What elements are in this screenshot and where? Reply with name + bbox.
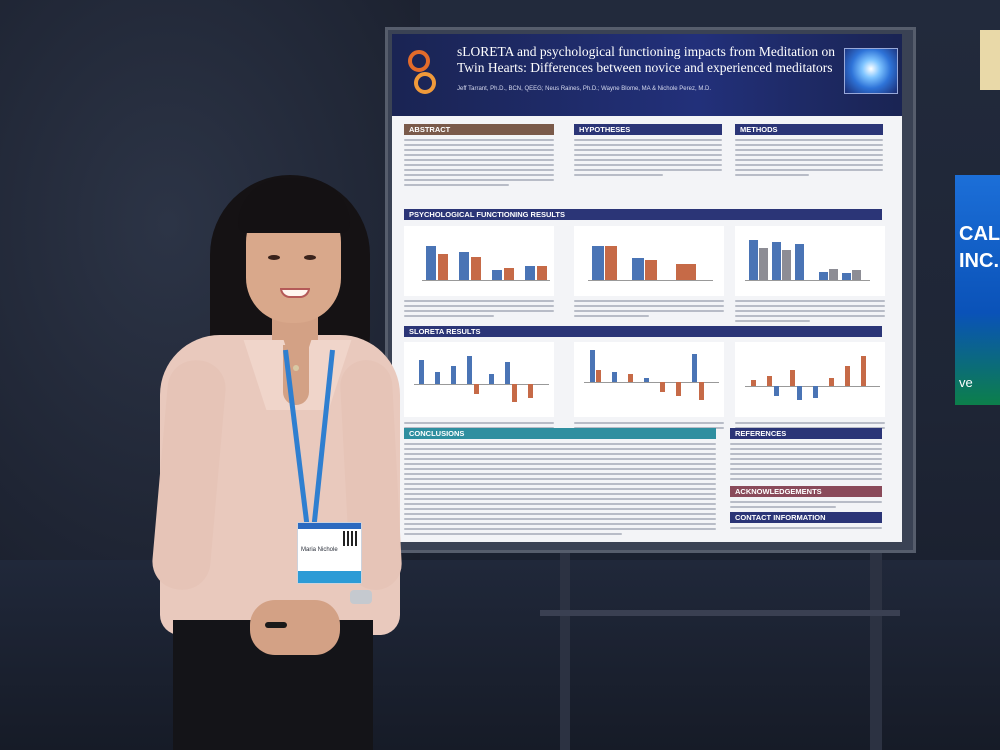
- hypotheses-text: [574, 139, 722, 179]
- psych-chart-3-caption: [735, 300, 885, 325]
- stand-base: [540, 610, 900, 616]
- section-methods: METHODS: [735, 124, 883, 135]
- conclusions-text: [404, 443, 716, 538]
- bracelet: [265, 622, 287, 628]
- necklace: [293, 365, 299, 371]
- sloreta-chart-2: [574, 342, 724, 417]
- side-light: [980, 30, 1000, 90]
- section-hypotheses: HYPOTHESES: [574, 124, 722, 135]
- side-screen-text-1: CAL: [959, 223, 1000, 245]
- section-contact: CONTACT INFORMATION: [730, 512, 882, 523]
- section-abstract: ABSTRACT: [404, 124, 554, 135]
- section-psych-results: PSYCHOLOGICAL FUNCTIONING RESULTS: [404, 209, 882, 220]
- name-badge: Maria Nichole: [297, 522, 362, 584]
- abstract-text: [404, 139, 554, 189]
- psych-chart-1: [404, 226, 554, 296]
- poster-authors: Jeff Tarrant, Ph.D., BCN, QEEG; Neus Rai…: [457, 86, 711, 92]
- research-poster: sLORETA and psychological functioning im…: [392, 34, 902, 542]
- methods-text: [735, 139, 883, 179]
- psych-chart-3: [735, 226, 885, 296]
- stand-leg-left: [560, 545, 570, 750]
- sloreta-chart-1: [404, 342, 554, 417]
- poster-header: sLORETA and psychological functioning im…: [392, 34, 902, 116]
- poster-title: sLORETA and psychological functioning im…: [457, 44, 835, 75]
- hands: [250, 600, 340, 655]
- left-eye: [268, 255, 280, 260]
- contact-text: [730, 527, 882, 532]
- side-display-screen: CAL INC. ve: [955, 175, 1000, 405]
- floor: [0, 560, 1000, 750]
- references-text: [730, 443, 882, 483]
- stand-leg-right: [870, 545, 882, 750]
- institution-logo-icon: [844, 48, 898, 94]
- poster-logo-icon: [406, 48, 442, 104]
- psych-chart-1-caption: [404, 300, 554, 320]
- badge-name: Maria Nichole: [301, 547, 338, 553]
- qr-code-icon: [343, 531, 358, 546]
- acknowledgements-text: [730, 501, 882, 511]
- psych-chart-2: [574, 226, 724, 296]
- wristwatch: [350, 590, 372, 604]
- section-references: REFERENCES: [730, 428, 882, 439]
- side-screen-text-3: ve: [959, 375, 973, 390]
- sloreta-chart-3: [735, 342, 885, 417]
- section-acknowledgements: ACKNOWLEDGEMENTS: [730, 486, 882, 497]
- right-eye: [304, 255, 316, 260]
- hair-top: [238, 178, 350, 233]
- section-conclusions: CONCLUSIONS: [404, 428, 716, 439]
- section-sloreta-results: SLORETA RESULTS: [404, 326, 882, 337]
- psych-chart-2-caption: [574, 300, 724, 320]
- side-screen-text-2: INC.: [959, 250, 999, 272]
